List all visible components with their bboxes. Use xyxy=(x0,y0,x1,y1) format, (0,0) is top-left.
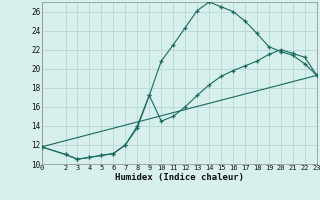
X-axis label: Humidex (Indice chaleur): Humidex (Indice chaleur) xyxy=(115,173,244,182)
